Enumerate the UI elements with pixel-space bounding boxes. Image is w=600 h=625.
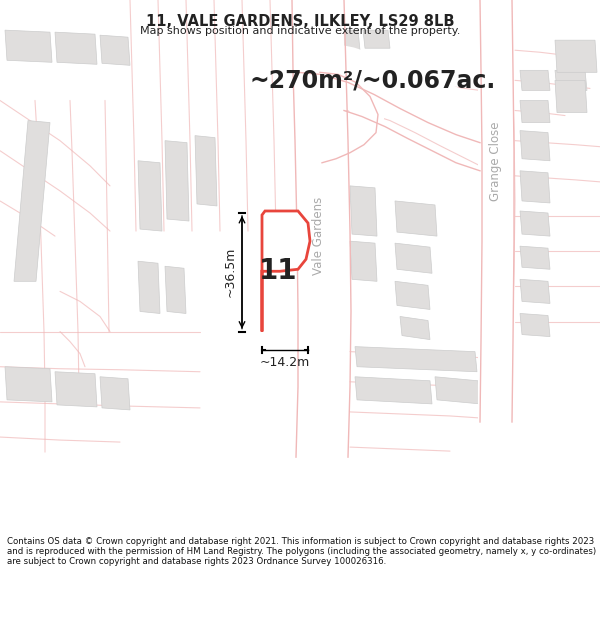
Polygon shape (395, 201, 437, 236)
Polygon shape (520, 131, 550, 161)
Text: Vale Gardens: Vale Gardens (311, 197, 325, 275)
Polygon shape (520, 71, 550, 91)
Polygon shape (400, 316, 430, 339)
Polygon shape (555, 40, 597, 72)
Text: ~36.5m: ~36.5m (224, 247, 237, 298)
Text: Grange Close: Grange Close (490, 121, 503, 201)
Polygon shape (55, 372, 97, 407)
Polygon shape (195, 136, 217, 206)
Polygon shape (14, 121, 50, 281)
Text: Contains OS data © Crown copyright and database right 2021. This information is : Contains OS data © Crown copyright and d… (7, 537, 596, 566)
Polygon shape (165, 141, 189, 221)
Text: ~14.2m: ~14.2m (260, 356, 310, 369)
Polygon shape (350, 186, 377, 236)
Polygon shape (520, 279, 550, 303)
Text: 11: 11 (259, 258, 297, 285)
Polygon shape (355, 377, 432, 404)
Polygon shape (55, 32, 97, 64)
Text: 11, VALE GARDENS, ILKLEY, LS29 8LB: 11, VALE GARDENS, ILKLEY, LS29 8LB (146, 14, 454, 29)
Text: ~270m²/~0.067ac.: ~270m²/~0.067ac. (250, 68, 496, 92)
Polygon shape (262, 211, 310, 331)
Polygon shape (520, 171, 550, 203)
Polygon shape (335, 30, 360, 50)
Polygon shape (520, 314, 550, 337)
Text: Map shows position and indicative extent of the property.: Map shows position and indicative extent… (140, 26, 460, 36)
Polygon shape (165, 266, 186, 314)
Polygon shape (100, 35, 130, 65)
Polygon shape (555, 81, 587, 112)
Polygon shape (555, 71, 587, 91)
Polygon shape (305, 30, 332, 52)
Polygon shape (520, 246, 550, 269)
Polygon shape (520, 101, 550, 122)
Polygon shape (5, 30, 52, 62)
Polygon shape (138, 261, 160, 314)
Polygon shape (435, 377, 480, 404)
Polygon shape (100, 377, 130, 410)
Polygon shape (520, 211, 550, 236)
Polygon shape (138, 161, 162, 231)
Polygon shape (395, 281, 430, 309)
Polygon shape (355, 347, 477, 372)
Polygon shape (5, 367, 52, 402)
Polygon shape (363, 30, 390, 48)
Polygon shape (350, 241, 377, 281)
Polygon shape (395, 243, 432, 273)
